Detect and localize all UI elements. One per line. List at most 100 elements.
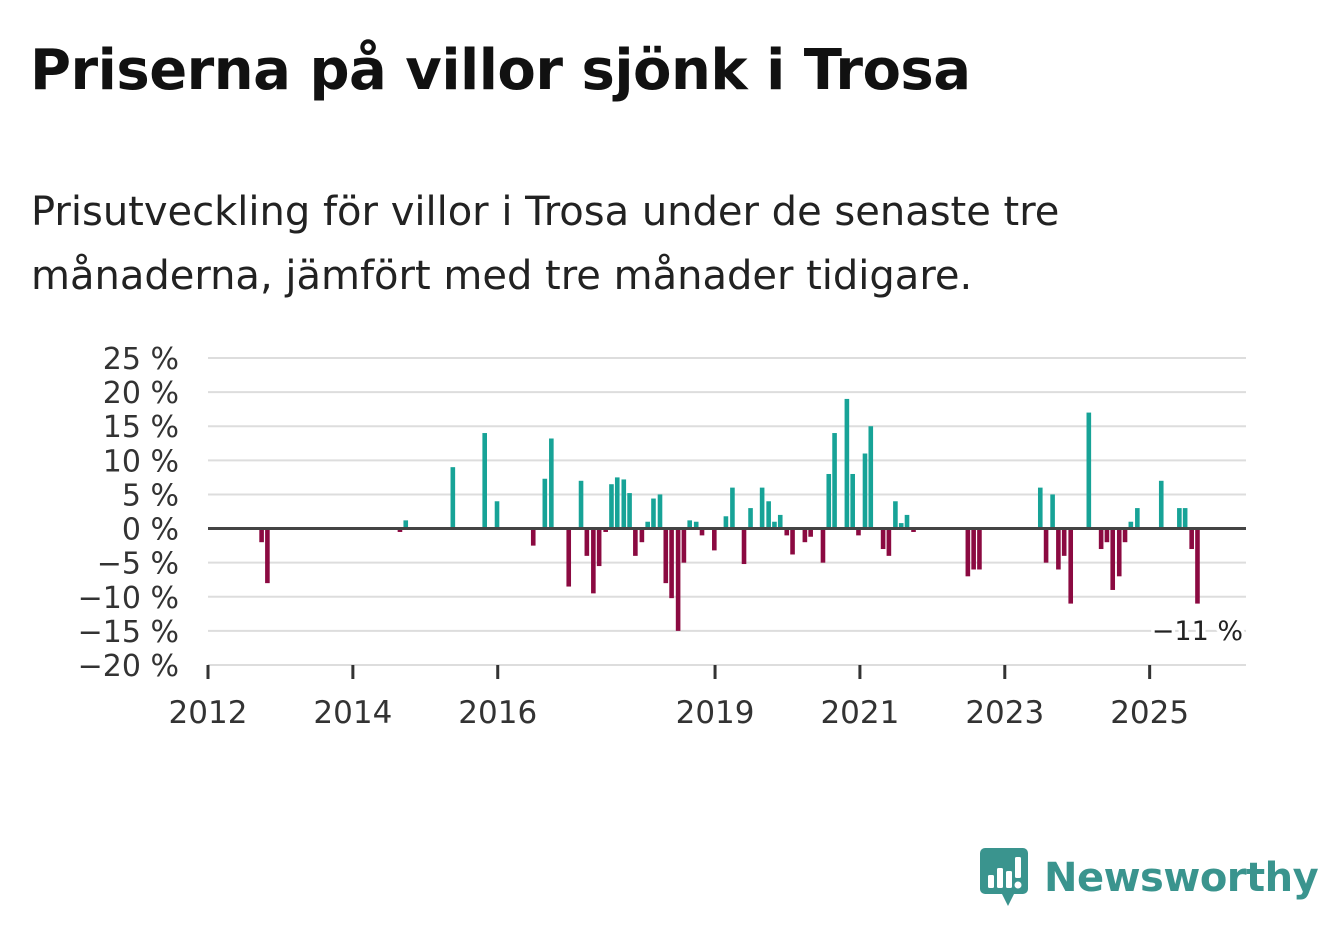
chart-title: Priserna på villor sjönk i Trosa (30, 38, 971, 103)
bar (790, 528, 795, 555)
bar (844, 398, 850, 529)
x-axis: 2012 2014 2016 2019 2021 2023 2025 (169, 665, 1189, 731)
bar (259, 528, 264, 543)
bar (730, 487, 735, 529)
bar (850, 473, 855, 529)
bar (651, 498, 656, 529)
y-tick-label: −20 % (78, 649, 179, 684)
bar (403, 520, 409, 529)
y-tick-label: −10 % (78, 581, 179, 616)
bar (603, 528, 608, 532)
bar (627, 493, 632, 529)
x-tick-label: 2025 (1110, 695, 1189, 731)
bar (397, 528, 403, 532)
bar (681, 528, 687, 563)
newsworthy-logo-icon (980, 848, 1028, 906)
bar (584, 528, 590, 556)
bar (911, 528, 916, 532)
bar (965, 528, 971, 577)
bar (542, 478, 548, 529)
bar (766, 501, 771, 529)
x-tick-label: 2016 (458, 695, 537, 731)
bar (826, 473, 832, 529)
bar (699, 528, 705, 536)
bar (904, 514, 910, 529)
bar (591, 528, 596, 594)
bar (1043, 528, 1049, 563)
x-tick-label: 2012 (169, 695, 248, 731)
bar (645, 521, 650, 529)
bar (609, 484, 614, 529)
bar (868, 426, 874, 529)
x-tick-label: 2019 (676, 695, 755, 731)
bar (832, 433, 837, 529)
bar (663, 528, 669, 584)
bar (1122, 528, 1128, 543)
bar (772, 521, 777, 529)
bar (687, 520, 692, 529)
bar (977, 528, 982, 570)
bar (693, 521, 699, 529)
bar (596, 528, 602, 567)
bar (450, 467, 456, 529)
last-value-annotation: −11 % (1148, 613, 1246, 651)
y-tick-label: 5 % (122, 478, 179, 513)
y-tick-label: 10 % (103, 444, 179, 479)
bar (566, 528, 572, 587)
y-tick-label: 0 % (122, 513, 179, 548)
bar-series (259, 398, 1200, 631)
bar (784, 528, 790, 536)
bar-chart: 25 %20 %15 %10 %5 %0 %−5 %−10 %−15 %−20 … (78, 342, 1247, 731)
bar (886, 528, 892, 556)
bar (530, 528, 536, 546)
y-tick-label: 25 % (103, 342, 179, 377)
bar (748, 508, 753, 529)
bar (1189, 528, 1194, 550)
x-tick-label: 2023 (965, 695, 1044, 731)
bar (712, 528, 717, 551)
bar (1098, 528, 1104, 550)
bar (741, 528, 747, 565)
bar (621, 479, 627, 529)
bar (862, 453, 868, 529)
bar (669, 528, 674, 599)
bar (777, 514, 783, 529)
bar (1037, 487, 1043, 529)
bar (856, 528, 861, 536)
last-value-label: −11 % (1152, 616, 1243, 647)
x-tick-label: 2021 (820, 695, 899, 731)
bar (1086, 412, 1092, 529)
bar (893, 501, 898, 529)
y-tick-label: 20 % (103, 376, 179, 411)
bar (1177, 508, 1182, 529)
bar (265, 528, 270, 584)
bar (802, 528, 808, 543)
grid-lines (208, 357, 1246, 666)
bar (880, 528, 886, 550)
chart-subtitle: Prisutveckling för villor i Trosa under … (31, 189, 1060, 299)
bar (639, 528, 645, 543)
bar (657, 494, 663, 529)
bar (1056, 528, 1061, 570)
brand-name: Newsworthy (1044, 855, 1319, 901)
y-tick-label: −5 % (97, 547, 179, 582)
bar (578, 480, 584, 529)
bar (614, 477, 620, 529)
bar (1116, 528, 1122, 577)
bar (1182, 508, 1188, 529)
bar (1104, 528, 1110, 543)
bar (1135, 508, 1140, 529)
x-tick-label: 2014 (313, 695, 392, 731)
bar (1050, 494, 1055, 529)
bar (494, 501, 500, 529)
y-tick-label: −15 % (78, 615, 179, 650)
bar (549, 438, 554, 529)
bar (1128, 521, 1134, 529)
newsworthy-logo: Newsworthy (980, 848, 1319, 908)
bar (759, 487, 765, 529)
bar (1061, 528, 1067, 556)
bar (820, 528, 826, 563)
y-axis-ticks: 25 %20 %15 %10 %5 %0 %−5 %−10 %−15 %−20 … (78, 342, 179, 684)
bar (808, 528, 813, 537)
bar (971, 528, 976, 570)
